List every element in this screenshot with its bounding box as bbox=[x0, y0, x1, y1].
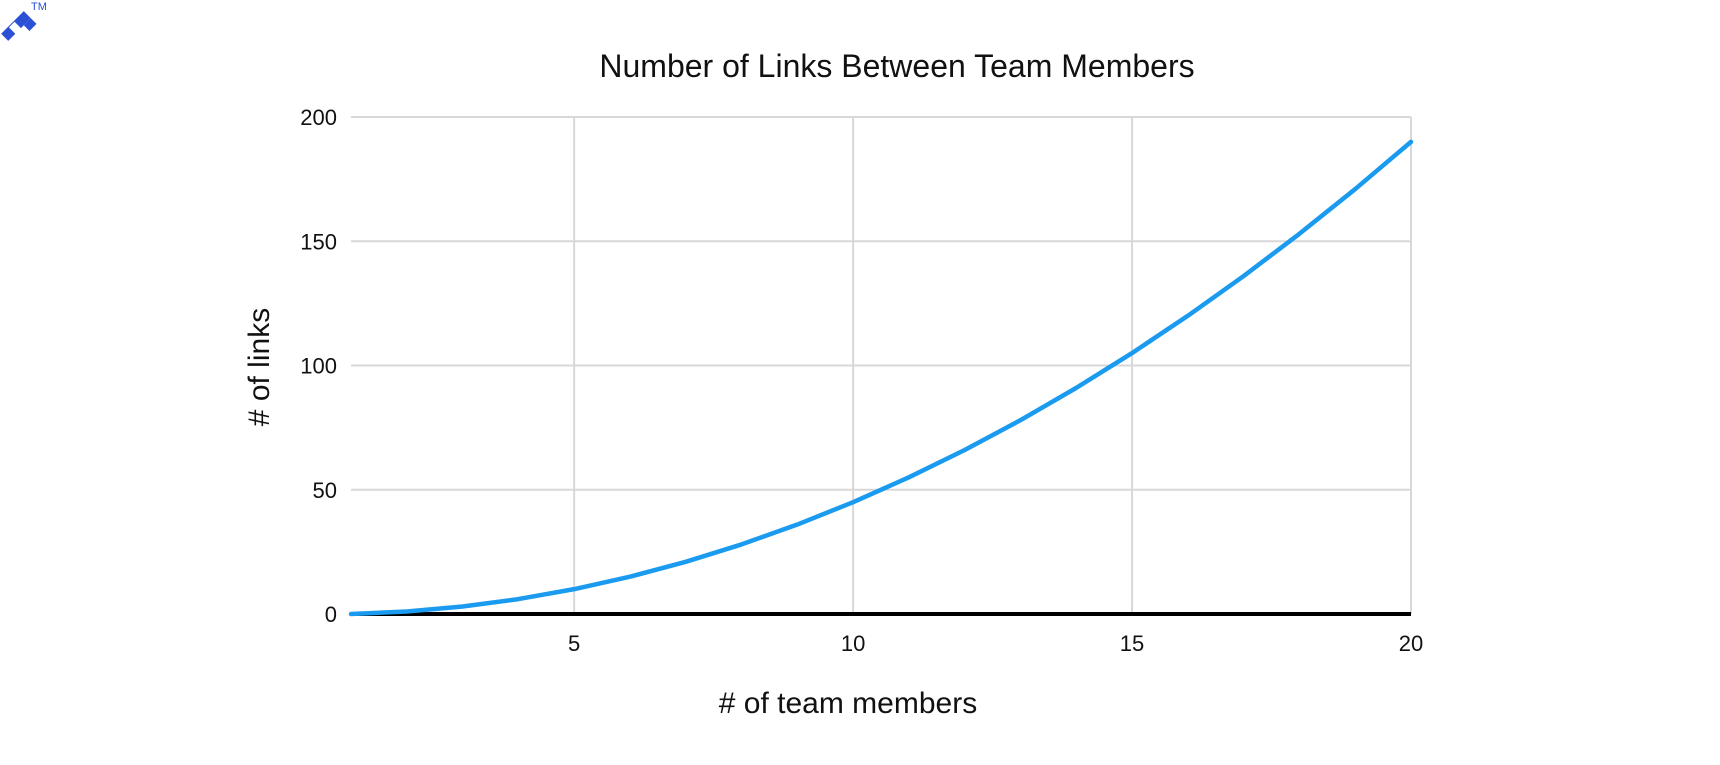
y-axis-title: # of links bbox=[243, 308, 276, 426]
x-tick-label: 15 bbox=[1120, 631, 1144, 656]
series-line bbox=[348, 139, 1414, 617]
x-tick-label: 5 bbox=[568, 631, 580, 656]
y-tick-labels: 0 50 100 150 200 bbox=[300, 105, 337, 627]
chart-title: Number of Links Between Team Members bbox=[599, 48, 1194, 84]
y-tick-label: 150 bbox=[300, 229, 337, 254]
x-tick-label: 20 bbox=[1399, 631, 1423, 656]
x-axis-title: # of team members bbox=[719, 687, 977, 720]
chart-grid bbox=[351, 116, 1412, 614]
y-tick-label: 50 bbox=[313, 478, 337, 503]
toptal-logo-icon: TM bbox=[1, 1, 47, 41]
x-tick-labels: 5 10 15 20 bbox=[568, 631, 1423, 656]
trademark-label: TM bbox=[31, 1, 47, 13]
y-tick-label: 100 bbox=[300, 354, 337, 379]
chart-series bbox=[348, 139, 1414, 617]
x-tick-label: 10 bbox=[841, 631, 865, 656]
y-tick-label: 200 bbox=[300, 105, 337, 130]
y-tick-label: 0 bbox=[325, 602, 337, 627]
